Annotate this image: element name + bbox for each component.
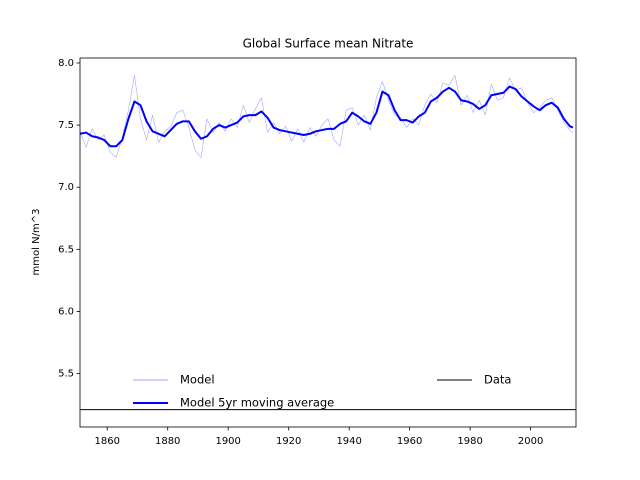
plot-frame (79, 57, 577, 428)
x-tick-label: 1900 (215, 436, 240, 447)
x-tick-label: 1880 (155, 436, 180, 447)
y-tick-label: 7.5 (58, 120, 74, 131)
x-tick-label: 2000 (518, 436, 543, 447)
x-tick-label: 1920 (276, 436, 301, 447)
chart-title: Global Surface mean Nitrate (243, 37, 414, 51)
series-line (80, 75, 574, 158)
y-tick-label: 8.0 (58, 58, 74, 69)
y-tick-label: 5.5 (58, 369, 74, 380)
x-tick-label: 1960 (397, 436, 422, 447)
series-line (80, 85, 574, 148)
y-axis-label: mmol N/m^3 (31, 209, 42, 276)
x-tick-label: 1980 (457, 436, 482, 447)
y-tick-label: 6.0 (58, 306, 74, 317)
x-tick-label: 1860 (94, 436, 119, 447)
x-tick-label: 1940 (336, 436, 361, 447)
legend-label: Model (180, 373, 215, 387)
y-tick-label: 7.0 (58, 182, 74, 193)
y-tick-label: 6.5 (58, 244, 74, 255)
legend-label: Model 5yr moving average (180, 396, 334, 410)
legend-label: Data (484, 373, 511, 387)
